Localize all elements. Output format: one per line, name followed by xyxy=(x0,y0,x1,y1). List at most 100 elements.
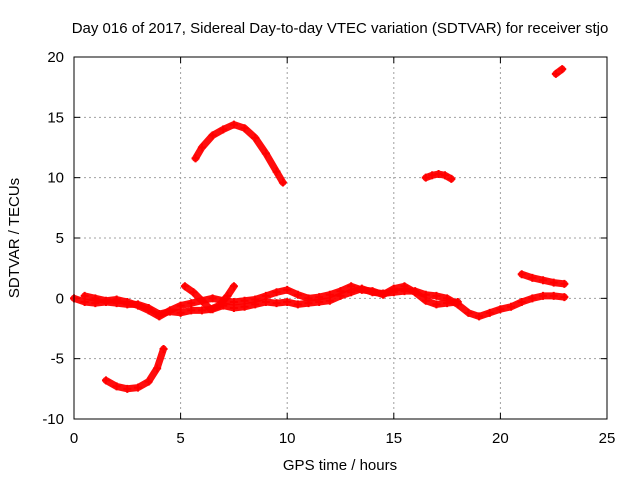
data-point xyxy=(560,293,569,302)
y-tick-label: -5 xyxy=(51,351,64,368)
data-point xyxy=(133,383,142,392)
data-point xyxy=(208,294,217,303)
data-point xyxy=(400,282,409,291)
data-point xyxy=(551,69,560,78)
data-point xyxy=(197,306,206,315)
data-point xyxy=(528,273,537,282)
data-point xyxy=(176,301,185,310)
data-point xyxy=(434,170,443,179)
data-point xyxy=(379,290,388,299)
data-point xyxy=(261,291,270,300)
data-point xyxy=(440,171,449,180)
series-main-band-a xyxy=(70,284,569,321)
x-tick-label: 25 xyxy=(599,430,616,447)
data-point xyxy=(507,302,516,311)
data-point xyxy=(539,276,548,285)
data-point xyxy=(165,306,174,315)
data-point xyxy=(539,291,548,300)
data-point xyxy=(159,345,168,354)
data-point xyxy=(251,295,260,304)
x-axis-ticks: 0 5 10 15 20 25 xyxy=(70,57,616,447)
data-point xyxy=(133,301,142,310)
grid-lines xyxy=(74,57,607,419)
data-point xyxy=(251,133,260,142)
data-point xyxy=(197,296,206,305)
data-point xyxy=(191,154,200,163)
data-point xyxy=(176,308,185,317)
data-point xyxy=(112,295,121,304)
data-point xyxy=(560,279,569,288)
data-point xyxy=(80,291,89,300)
y-tick-label: -10 xyxy=(42,411,64,428)
data-point xyxy=(208,131,217,140)
data-point xyxy=(421,296,430,305)
data-point xyxy=(101,376,110,385)
data-point xyxy=(428,171,437,180)
data-point xyxy=(155,312,164,321)
series-line xyxy=(192,121,287,186)
series-negative-arc xyxy=(101,345,168,393)
x-tick-label: 0 xyxy=(70,430,78,447)
data-point xyxy=(464,308,473,317)
series-end-arc xyxy=(517,270,569,288)
data-point xyxy=(223,291,232,300)
data-point xyxy=(315,293,324,302)
data-point xyxy=(283,285,292,294)
y-tick-label: 0 xyxy=(56,290,64,307)
data-point xyxy=(368,287,377,296)
data-point xyxy=(549,291,558,300)
data-point xyxy=(272,299,281,308)
data-point xyxy=(432,291,441,300)
series-cross-arc xyxy=(180,282,238,314)
data-point xyxy=(558,65,567,74)
y-tick-label: 20 xyxy=(47,49,64,66)
data-point xyxy=(261,149,270,158)
data-point xyxy=(144,377,153,386)
data-point xyxy=(389,284,398,293)
data-point xyxy=(304,294,313,303)
series-short-arc-23h xyxy=(551,65,567,78)
x-tick-label: 15 xyxy=(385,430,402,447)
y-axis-label: SDTVAR / TECUs xyxy=(6,178,23,298)
plot-frame xyxy=(73,56,608,420)
data-point xyxy=(229,297,238,306)
data-point xyxy=(240,296,249,305)
data-point xyxy=(432,300,441,309)
data-point xyxy=(206,305,215,314)
data-point xyxy=(517,297,526,306)
data-point xyxy=(189,288,198,297)
data-point xyxy=(123,297,132,306)
data-point xyxy=(496,305,505,314)
data-point xyxy=(144,306,153,315)
data-point xyxy=(443,299,452,308)
data-point xyxy=(197,143,206,152)
data-point xyxy=(347,282,356,291)
x-tick-label: 10 xyxy=(279,430,296,447)
data-point xyxy=(293,300,302,309)
data-series xyxy=(70,65,569,393)
data-point xyxy=(272,167,281,176)
data-point xyxy=(153,364,162,373)
data-point xyxy=(421,173,430,182)
data-point xyxy=(229,282,238,291)
data-point xyxy=(101,296,110,305)
x-tick-label: 5 xyxy=(176,430,184,447)
data-point xyxy=(325,290,334,299)
data-point xyxy=(240,124,249,133)
data-point xyxy=(229,120,238,129)
data-point xyxy=(528,294,537,303)
data-point xyxy=(214,301,223,310)
data-point xyxy=(278,178,287,187)
data-point xyxy=(475,312,484,321)
data-point xyxy=(272,288,281,297)
data-point xyxy=(219,125,228,134)
data-point xyxy=(485,308,494,317)
data-point xyxy=(357,285,366,294)
y-tick-label: 15 xyxy=(47,109,64,126)
data-point xyxy=(447,174,456,183)
data-point xyxy=(549,278,558,287)
y-tick-label: 5 xyxy=(56,230,64,247)
data-point xyxy=(453,297,462,306)
series-positive-arc xyxy=(191,120,287,187)
data-point xyxy=(91,294,100,303)
